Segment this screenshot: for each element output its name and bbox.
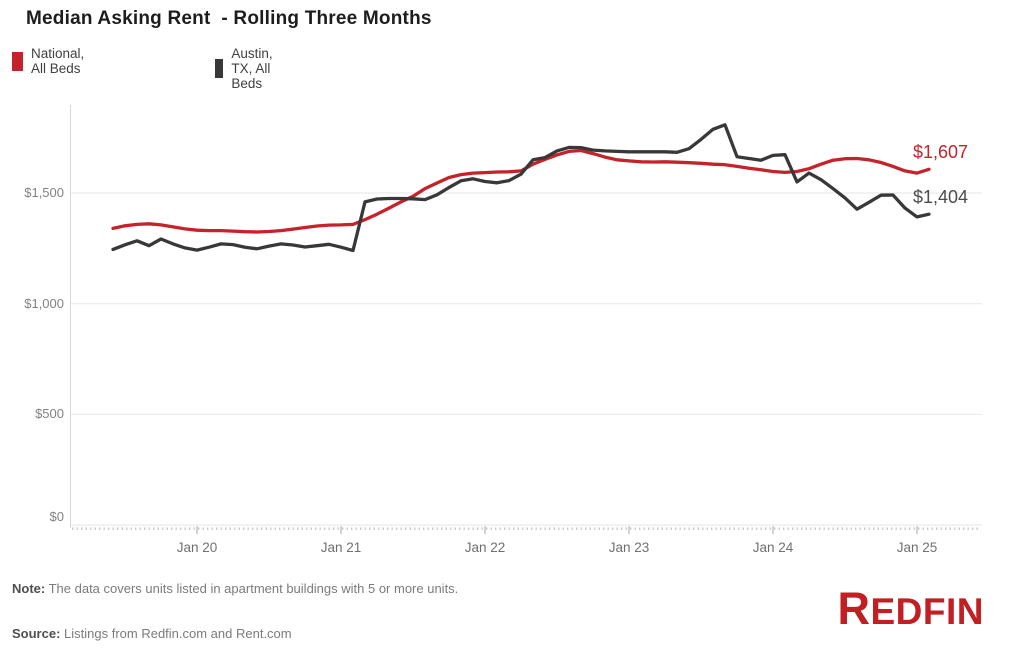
legend-swatch-austin-icon (215, 59, 224, 78)
redfin-logo: REDFIN (837, 583, 984, 634)
legend-label-national: National, All Beds (31, 46, 85, 76)
legend-swatch-national-icon (12, 51, 23, 71)
chart-title: Median Asking Rent - Rolling Three Month… (26, 8, 432, 29)
legend-item-austin: Austin, TX, All Beds (215, 46, 283, 91)
y-axis-tick-label: $500 (35, 406, 64, 421)
x-axis-tick-label: Jan 24 (752, 540, 794, 555)
legend-label-austin: Austin, TX, All Beds (231, 46, 273, 91)
source-body: Listings from Redfin.com and Rent.com (60, 626, 292, 641)
legend-item-national: National, All Beds (12, 46, 92, 76)
y-axis-tick-label: $1,000 (24, 296, 64, 311)
source-text: Source: Listings from Redfin.com and Ren… (12, 626, 292, 641)
austin-end-value-label: $1,404 (913, 187, 969, 207)
national-line (111, 148, 931, 234)
y-axis-tick-label: $0 (49, 509, 64, 524)
note-body: The data covers units listed in apartmen… (45, 581, 459, 596)
note-prefix: Note: (12, 581, 46, 596)
austin-line (111, 123, 931, 253)
x-axis-tick-label: Jan 20 (176, 540, 218, 555)
x-axis-tick-label: Jan 22 (464, 540, 506, 555)
x-axis-tick-label: Jan 25 (896, 540, 938, 555)
y-axis-tick-label: $1,500 (24, 185, 64, 200)
note-text: Note: The data covers units listed in ap… (12, 581, 458, 596)
source-prefix: Source: (12, 626, 61, 641)
national-end-value-label: $1,607 (913, 142, 969, 162)
x-axis-tick-label: Jan 21 (320, 540, 362, 555)
x-axis-tick-label: Jan 23 (608, 540, 650, 555)
